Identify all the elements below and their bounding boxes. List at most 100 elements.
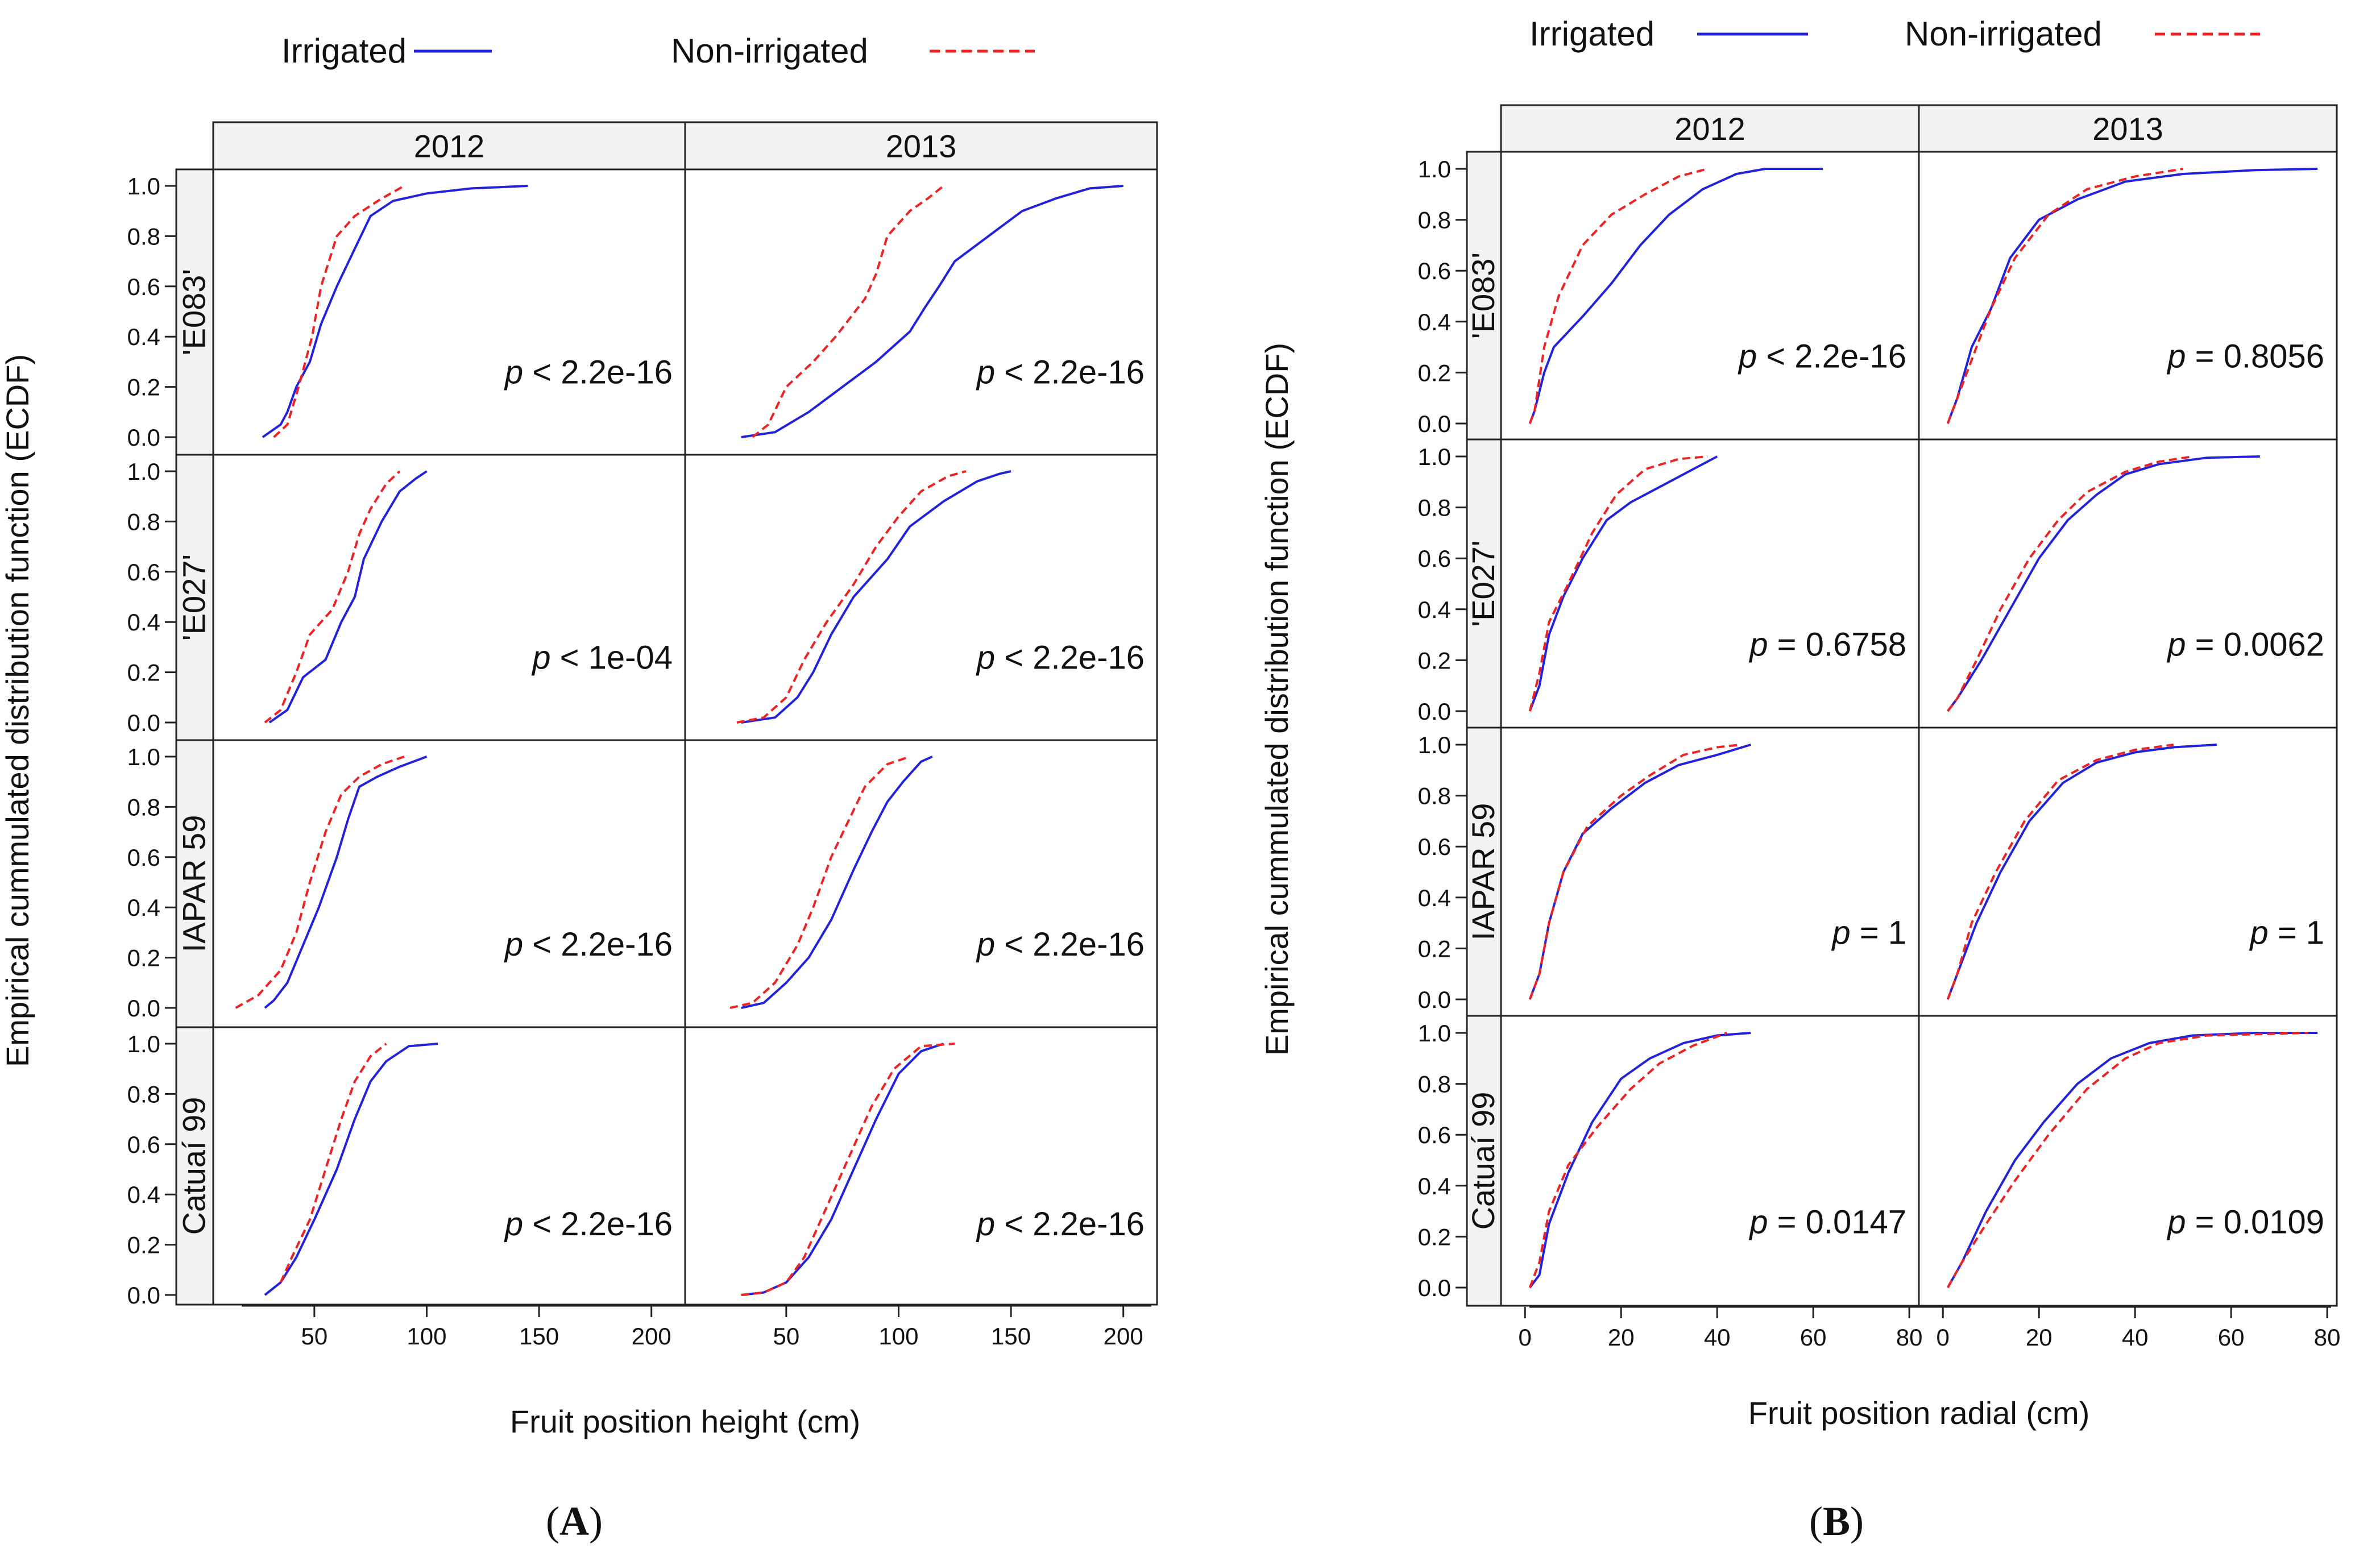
y-tick-label: 0.2 xyxy=(127,659,160,686)
y-tick-label: 0.4 xyxy=(127,609,160,636)
ecdf-series-irrigated xyxy=(262,185,528,438)
column-strip-2013: 2013 xyxy=(2092,111,2163,147)
p-value-annotation: p = 0.0062 xyxy=(2166,626,2324,663)
y-tick-label: 1.0 xyxy=(1418,443,1451,470)
x-tick-label: 60 xyxy=(1800,1324,1827,1351)
ecdf-series-irrigated xyxy=(1947,455,2260,712)
p-value-annotation: p < 2.2e-16 xyxy=(976,354,1145,391)
x-tick-label: 0 xyxy=(1519,1324,1532,1351)
legend-label-non-irrigated: Non-irrigated xyxy=(671,32,868,70)
y-tick-label: 0.4 xyxy=(1418,1173,1451,1199)
row-strip-label: IAPAR 59 xyxy=(1465,803,1501,941)
p-value-annotation: p < 2.2e-16 xyxy=(976,1206,1145,1243)
y-tick-label: 0.4 xyxy=(1418,885,1451,911)
ecdf-series-non-irrigated xyxy=(729,755,910,1009)
row-strip-label: Catuaí 99 xyxy=(1465,1092,1501,1230)
row-strip-bg xyxy=(175,1026,214,1306)
figure-a: Irrigated Non-irrigated 2012 2013 'E083' 'E02… xyxy=(0,32,1158,1544)
ecdf-series-non-irrigated xyxy=(1946,744,2174,1000)
y-tick-label: 0.8 xyxy=(127,223,160,250)
ecdf-series-irrigated xyxy=(741,185,1123,438)
y-tick-label: 0.0 xyxy=(1418,986,1451,1013)
p-value-annotation: p = 0.0147 xyxy=(1748,1204,1906,1241)
ecdf-series-irrigated xyxy=(1528,455,1718,712)
y-tick-label: 0.0 xyxy=(127,1282,160,1309)
ecdf-series-irrigated xyxy=(268,470,428,724)
y-tick-label: 0.2 xyxy=(1418,647,1451,674)
p-value-annotation: p < 2.2e-16 xyxy=(504,926,673,963)
row-strip-bg xyxy=(175,168,214,456)
y-tick-label: 0.8 xyxy=(127,508,160,535)
figure-panel-label: (A) xyxy=(546,1498,603,1544)
ecdf-series-irrigated xyxy=(1946,744,2217,1000)
ecdf-series-non-irrigated xyxy=(752,185,944,438)
p-value-annotation: p < 2.2e-16 xyxy=(1738,338,1906,375)
row-strip-label: Catuaí 99 xyxy=(176,1097,212,1235)
row-strip-label: 'E083' xyxy=(176,269,212,355)
y-tick-label: 1.0 xyxy=(127,458,160,485)
y-tick-label: 0.8 xyxy=(1418,1071,1451,1098)
x-tick-label: 200 xyxy=(1104,1323,1143,1350)
y-tick-label: 0.2 xyxy=(1418,935,1451,962)
y-tick-label: 0.2 xyxy=(1418,359,1451,386)
ecdf-series-non-irrigated xyxy=(264,470,401,724)
column-strip-2013: 2013 xyxy=(886,128,957,164)
y-tick-label: 0.2 xyxy=(127,374,160,401)
row-strip-label: 'E027' xyxy=(176,554,212,641)
legend-label-irrigated: Irrigated xyxy=(281,32,407,70)
x-tick-label: 80 xyxy=(2314,1324,2341,1351)
y-tick-label: 0.6 xyxy=(127,844,160,871)
y-tick-label: 0.4 xyxy=(127,894,160,921)
x-tick-label: 200 xyxy=(632,1323,671,1350)
p-value-annotation: p < 2.2e-16 xyxy=(976,926,1145,963)
y-tick-label: 0.6 xyxy=(127,273,160,300)
ecdf-series-non-irrigated xyxy=(279,1043,387,1283)
y-tick-label: 0.0 xyxy=(127,995,160,1022)
x-tick-label: 60 xyxy=(2218,1324,2245,1351)
y-tick-label: 0.6 xyxy=(1418,833,1451,860)
ecdf-series-irrigated xyxy=(264,1043,438,1296)
x-axis-title: Fruit position radial (cm) xyxy=(1748,1395,2090,1431)
row-strip-label: IAPAR 59 xyxy=(176,815,212,953)
ecdf-series-non-irrigated xyxy=(1528,744,1742,1000)
x-tick-label: 100 xyxy=(407,1323,446,1350)
y-tick-label: 1.0 xyxy=(127,1031,160,1057)
ecdf-series-non-irrigated xyxy=(1947,455,2193,712)
y-tick-label: 1.0 xyxy=(127,744,160,770)
y-tick-label: 0.0 xyxy=(1418,1274,1451,1301)
y-tick-label: 0.8 xyxy=(1418,495,1451,521)
x-tick-label: 150 xyxy=(519,1323,559,1350)
y-tick-label: 0.4 xyxy=(127,1181,160,1208)
ecdf-series-non-irrigated xyxy=(273,185,405,438)
column-strip-2012: 2012 xyxy=(414,128,485,164)
p-value-annotation: p < 2.2e-16 xyxy=(504,354,673,391)
x-tick-label: 40 xyxy=(1704,1324,1731,1351)
y-tick-label: 0.0 xyxy=(127,424,160,451)
y-tick-label: 0.6 xyxy=(1418,545,1451,572)
panel-row-frame xyxy=(212,1026,1158,1306)
x-tick-label: 100 xyxy=(878,1323,918,1350)
x-tick-label: 80 xyxy=(1896,1324,1923,1351)
y-tick-label: 1.0 xyxy=(1418,1020,1451,1047)
y-tick-label: 0.0 xyxy=(127,709,160,736)
ecdf-series-non-irrigated xyxy=(1946,168,2184,424)
ecdf-series-non-irrigated xyxy=(1528,455,1708,712)
y-tick-label: 0.8 xyxy=(127,1081,160,1107)
y-tick-label: 0.8 xyxy=(127,794,160,820)
ecdf-series-non-irrigated xyxy=(1528,1032,1727,1288)
panel-row-frame xyxy=(1500,1015,2338,1307)
row-strip-label: 'E083' xyxy=(1465,252,1501,339)
ecdf-series-irrigated xyxy=(264,755,428,1009)
ecdf-series-irrigated xyxy=(741,1043,944,1296)
ecdf-series-non-irrigated xyxy=(235,755,405,1009)
p-value-annotation: p = 1 xyxy=(1831,914,1906,951)
ecdf-series-non-irrigated xyxy=(736,470,967,724)
y-tick-label: 1.0 xyxy=(1418,156,1451,182)
ecdf-series-non-irrigated xyxy=(741,1043,955,1296)
x-tick-label: 20 xyxy=(2026,1324,2053,1351)
y-tick-label: 1.0 xyxy=(127,173,160,200)
row-strip-bg xyxy=(1466,438,1502,729)
y-axis-title: Empirical cummulated distribution functi… xyxy=(0,354,35,1067)
x-tick-label: 40 xyxy=(2122,1324,2149,1351)
ecdf-series-irrigated xyxy=(741,470,1011,724)
